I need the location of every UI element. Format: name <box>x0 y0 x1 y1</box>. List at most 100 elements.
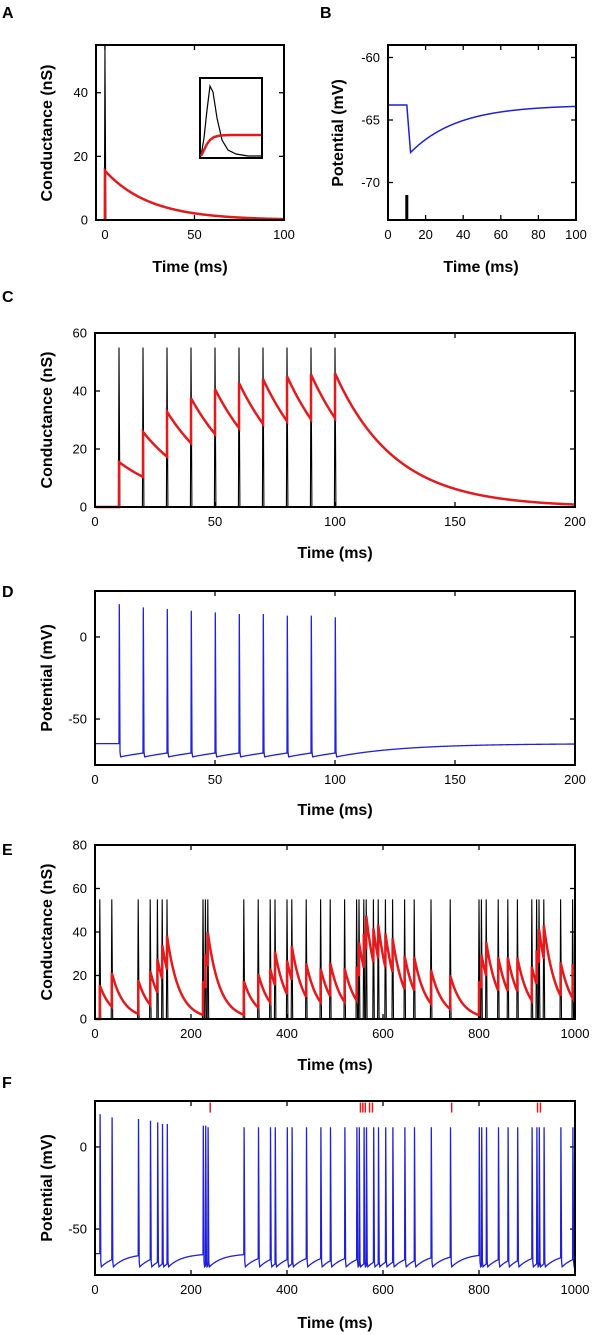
x-tick-label: 1000 <box>561 1282 590 1297</box>
panel-B-xlabel: Time (ms) <box>443 259 518 276</box>
panel-letter-C: C <box>2 289 14 306</box>
panel-B-plot: 0 20 40 60 80 100 -70 -65 -60 <box>361 45 587 242</box>
y-tick-label: 0 <box>81 213 88 228</box>
y-tick-label: -50 <box>68 1222 87 1237</box>
conductance-trace <box>95 372 576 509</box>
spike-line <box>206 899 210 1020</box>
y-tick-label: 0 <box>80 500 87 515</box>
x-tick-label: 800 <box>468 1282 490 1297</box>
panel-E-ylabel: Conductance (nS) <box>39 864 56 1001</box>
panel-F-frame <box>94 1100 576 1276</box>
x-tick-label: 0 <box>91 1026 98 1041</box>
x-tick-label: 200 <box>564 514 586 529</box>
y-tick-label: 40 <box>73 384 87 399</box>
x-tick-label: 0 <box>101 227 108 242</box>
panel-A-ylabel: Conductance (nS) <box>39 65 56 202</box>
x-tick-label: 100 <box>565 227 587 242</box>
spike-line <box>377 899 380 1020</box>
spike-line <box>384 899 387 1020</box>
x-tick-label: 50 <box>208 772 222 787</box>
panel-C-plot: 0 50 100 150 200 0 20 40 60 <box>73 326 586 530</box>
panel-D-xlabel: Time (ms) <box>297 802 372 819</box>
x-tick-label: 80 <box>531 227 545 242</box>
panel-letter-F: F <box>2 1075 12 1092</box>
x-tick-label: 200 <box>180 1026 202 1041</box>
spike-line <box>213 347 217 508</box>
panel-C-ylabel: Conductance (nS) <box>39 352 56 489</box>
conductance-trace <box>95 915 577 1021</box>
panel-E-xlabel: Time (ms) <box>297 1057 372 1074</box>
x-tick-label: 0 <box>384 227 391 242</box>
y-tick-label: 20 <box>73 968 87 983</box>
spike-line <box>165 899 169 1020</box>
panel-letter-E: E <box>2 842 13 859</box>
x-tick-label: 150 <box>444 772 466 787</box>
panel-A-plot: 0 50 100 0 20 40 <box>74 44 295 242</box>
potential-trace <box>95 604 575 758</box>
x-tick-label: 600 <box>372 1282 394 1297</box>
panel-F: F Potential (mV) Time (ms) 0 200 400 600 800… <box>2 1075 589 1332</box>
y-tick-label: -65 <box>361 113 380 128</box>
y-tick-label: -60 <box>361 50 380 65</box>
spike-line <box>237 347 241 508</box>
spike-line <box>542 899 546 1020</box>
spike-line <box>141 347 145 508</box>
spike-line <box>329 899 332 1020</box>
y-tick-label: 60 <box>73 881 87 896</box>
x-tick-label: 200 <box>564 772 586 787</box>
spike-line <box>117 347 121 508</box>
spike-line <box>161 899 164 1020</box>
x-tick-label: 400 <box>276 1282 298 1297</box>
spike-line <box>189 347 193 508</box>
x-tick-label: 200 <box>180 1282 202 1297</box>
y-tick-label: 40 <box>73 925 87 940</box>
panel-D: D Potential (mV) Time (ms) 0 50 100 150 200 -… <box>2 584 586 819</box>
panel-B: B Potential (mV) Time (ms) 0 20 40 60 80 100 -… <box>320 5 587 276</box>
conductance-trace <box>103 167 284 221</box>
spike-line <box>391 899 395 1020</box>
spike-line <box>285 899 289 1020</box>
x-tick-label: 100 <box>273 227 295 242</box>
potential-trace <box>95 1114 576 1269</box>
y-tick-label: 0 <box>80 629 87 644</box>
spike-line <box>137 899 140 1020</box>
spike-line <box>242 899 246 1020</box>
x-tick-label: 100 <box>324 772 346 787</box>
spike-line <box>372 899 375 1020</box>
spike-line <box>362 899 366 1020</box>
spike-line <box>309 347 313 508</box>
x-tick-label: 50 <box>208 514 222 529</box>
panel-F-plot: 0 200 400 600 800 1000 -50 0 <box>68 1101 589 1297</box>
panel-E-frame <box>94 844 576 1020</box>
panel-letter-D: D <box>2 584 14 601</box>
y-tick-label: 40 <box>74 85 88 100</box>
spike-line <box>357 899 361 1020</box>
x-tick-label: 100 <box>324 514 346 529</box>
y-tick-label: 0 <box>80 1012 87 1027</box>
panel-E-plot: 0 200 400 600 800 1000 0 20 40 60 80 <box>73 838 590 1042</box>
x-tick-label: 600 <box>372 1026 394 1041</box>
panel-letter-A: A <box>2 5 14 22</box>
panel-letter-B: B <box>320 5 332 22</box>
panel-A: A Conductance (nS) Time (ms) 0 50 100 0 20 40 <box>2 5 295 276</box>
y-tick-label: 20 <box>73 442 87 457</box>
x-tick-label: 0 <box>91 514 98 529</box>
panel-B-ylabel: Potential (mV) <box>330 79 347 187</box>
panel-D-frame <box>94 590 576 766</box>
spike-line <box>485 899 488 1020</box>
spike-line <box>537 899 541 1020</box>
panel-C-xlabel: Time (ms) <box>297 545 372 562</box>
x-tick-label: 0 <box>91 1282 98 1297</box>
y-tick-label: 60 <box>73 326 87 341</box>
spike-line <box>201 899 205 1020</box>
x-tick-label: 0 <box>91 772 98 787</box>
y-tick-label: 0 <box>80 1139 87 1154</box>
panel-D-ylabel: Potential (mV) <box>39 624 56 732</box>
x-tick-label: 60 <box>494 227 508 242</box>
x-tick-label: 20 <box>418 227 432 242</box>
spike-line <box>98 899 102 1020</box>
panel-F-xlabel: Time (ms) <box>297 1315 372 1332</box>
y-tick-label: 20 <box>74 149 88 164</box>
y-tick-label: 80 <box>73 838 87 853</box>
panel-B-frame <box>387 44 577 221</box>
